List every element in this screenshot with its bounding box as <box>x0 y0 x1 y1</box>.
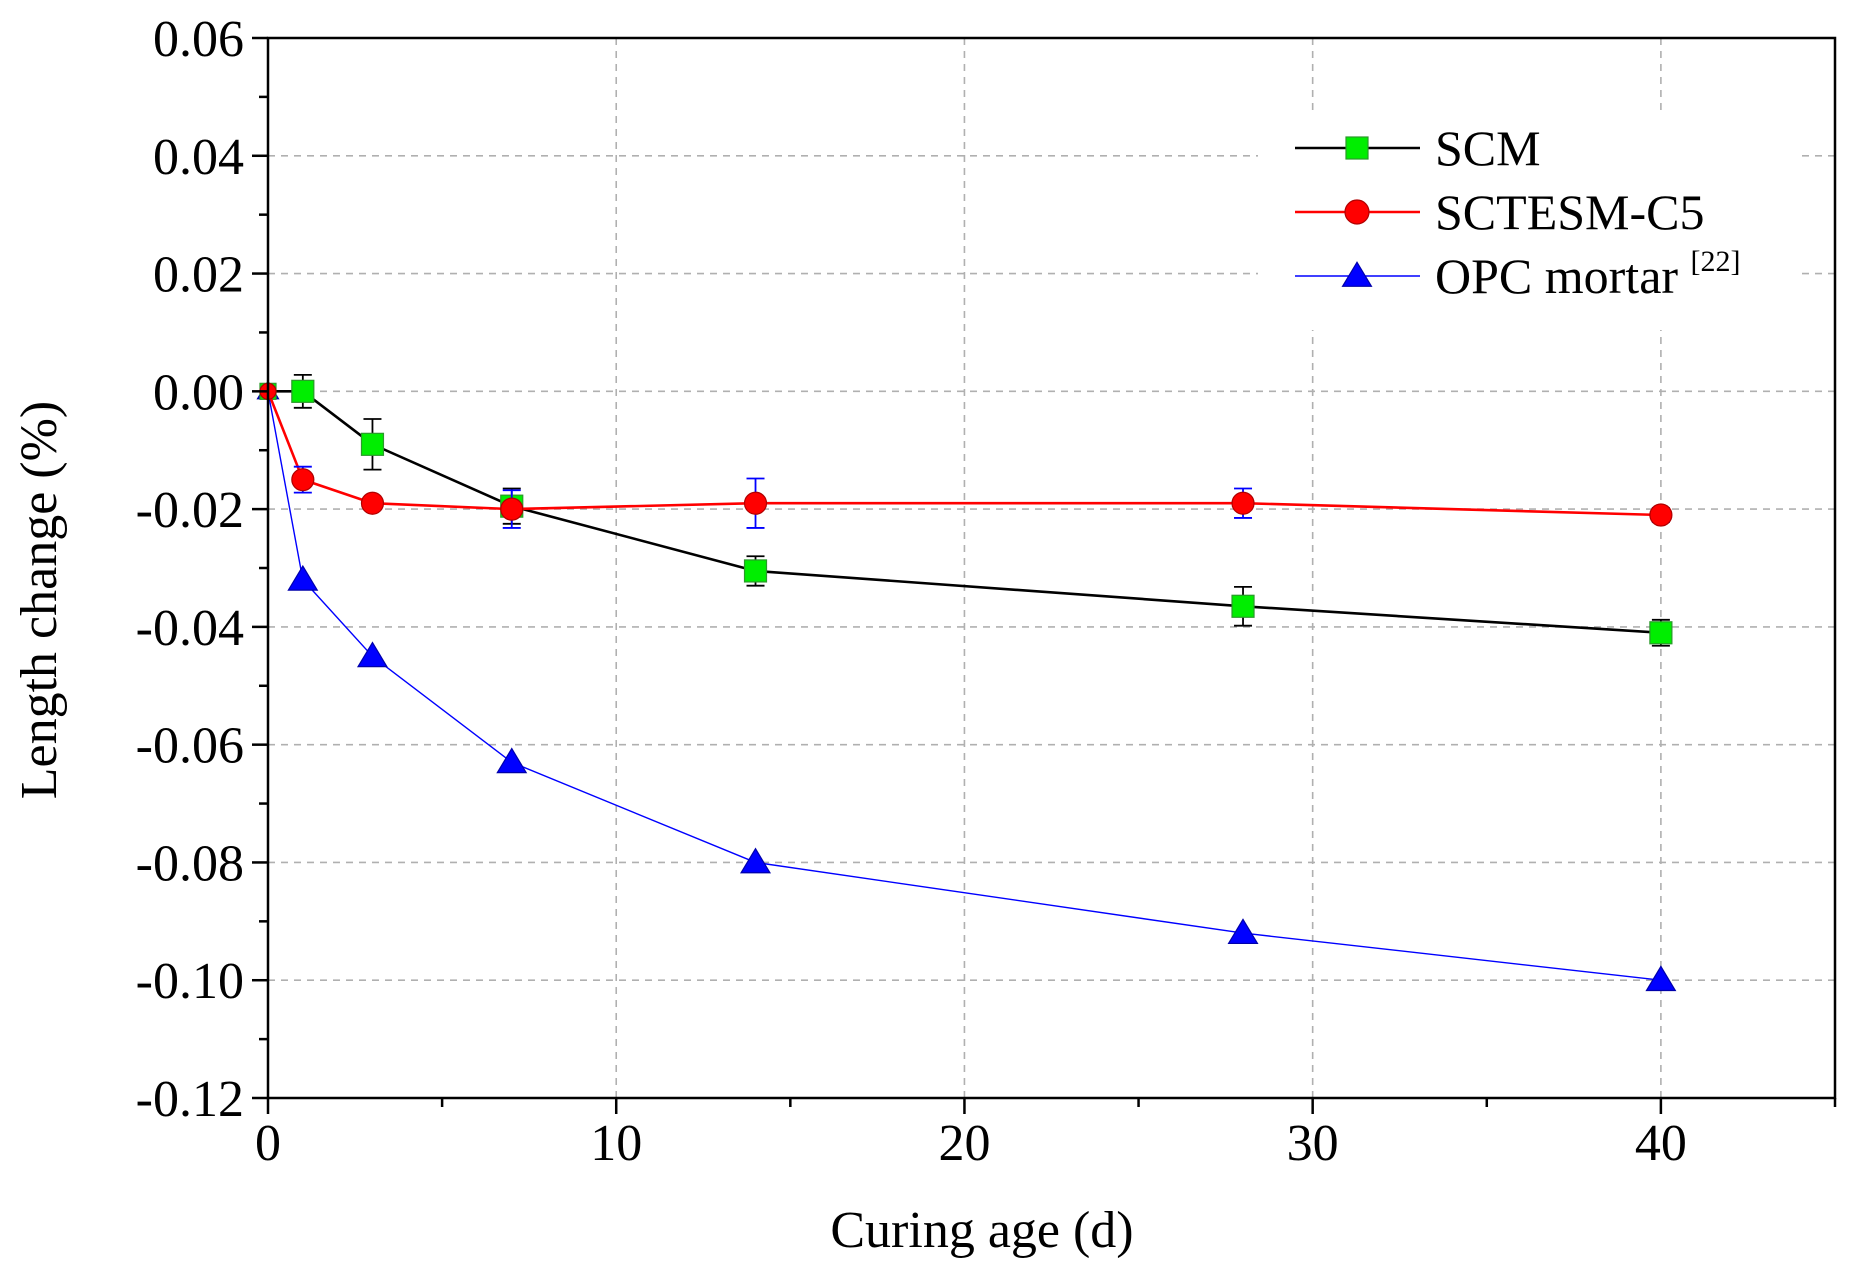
data-point <box>291 468 315 492</box>
y-tick-label: -0.02 <box>136 482 244 539</box>
data-point <box>1231 491 1255 515</box>
y-tick-label: 0.04 <box>153 129 244 186</box>
legend-item-scm: SCM <box>1295 120 1541 176</box>
tick-label-layer: 0 10 20 30 40 -0.12 -0.10 -0.08 -0.06 -0.04 -0.02 0… <box>136 11 1687 1172</box>
data-point <box>287 564 319 591</box>
series-sctesm-c5 <box>259 382 1673 529</box>
y-tick-label: 0.06 <box>153 11 244 68</box>
legend-label: SCM <box>1435 120 1541 176</box>
y-tick-label: 0.02 <box>153 247 244 304</box>
legend-label-superscript: [22] <box>1691 245 1741 278</box>
data-point <box>1227 918 1259 945</box>
data-point <box>1649 621 1673 645</box>
x-tick-label: 30 <box>1287 1115 1339 1172</box>
y-tick-label: -0.08 <box>136 835 244 892</box>
legend: SCM SCTESM-C5 OPC mortar [22] <box>1258 112 1798 330</box>
x-tick-label: 40 <box>1635 1115 1687 1172</box>
y-tick-label: -0.10 <box>136 953 244 1010</box>
legend-marker <box>1341 261 1373 287</box>
data-point <box>291 379 315 403</box>
data-point <box>743 491 768 515</box>
x-tick-label: 10 <box>590 1115 642 1172</box>
data-point <box>360 432 385 456</box>
data-point <box>740 847 772 874</box>
data-point <box>743 559 768 583</box>
y-tick-label: -0.12 <box>136 1071 244 1128</box>
x-tick-label: 0 <box>255 1115 281 1172</box>
y-tick-label: -0.06 <box>136 718 244 775</box>
x-axis-title: Curing age (d) <box>830 1202 1133 1259</box>
legend-marker <box>1345 136 1369 160</box>
legend-label: OPC mortar [22] <box>1435 245 1741 304</box>
axes-layer <box>252 36 1837 1114</box>
data-point <box>1645 965 1677 992</box>
data-point <box>500 497 524 521</box>
y-tick-label: -0.04 <box>136 600 244 657</box>
series-opc-mortar <box>256 380 1677 992</box>
x-tick-label: 20 <box>938 1115 990 1172</box>
y-tick-label: 0.00 <box>153 364 244 421</box>
data-point <box>496 747 528 774</box>
data-point <box>1649 503 1673 527</box>
legend-item-sctesm-c5: SCTESM-C5 <box>1295 184 1705 240</box>
legend-item-opc-mortar: OPC mortar [22] <box>1295 245 1741 304</box>
y-axis-title: Length change (%) <box>11 401 68 799</box>
data-point <box>360 491 385 515</box>
legend-label: SCTESM-C5 <box>1435 184 1705 240</box>
series-line <box>267 391 1661 981</box>
series-layer <box>256 373 1677 992</box>
data-point <box>356 641 388 668</box>
data-point <box>1231 594 1255 618</box>
legend-marker <box>1344 199 1370 225</box>
